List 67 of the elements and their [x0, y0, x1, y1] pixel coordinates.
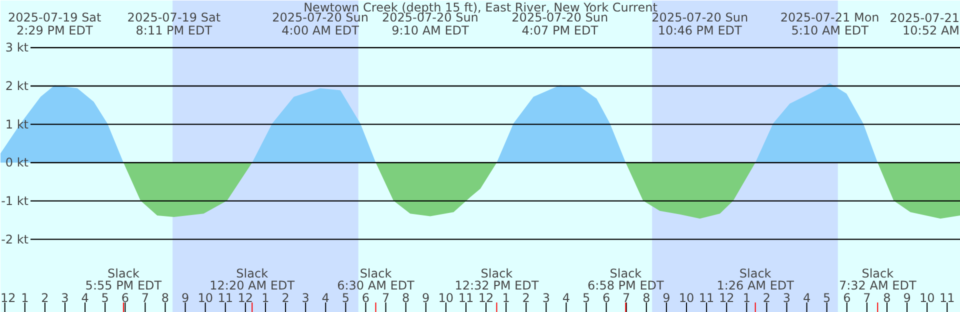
annotation: 2025-07-21 Mon 5:10 AM EDT [780, 10, 880, 38]
annotation: 2025-07-20 Sun 10:46 PM EDT [652, 10, 748, 38]
x-tick-label: 10 [678, 291, 694, 305]
x-tick-label: 4 [562, 291, 570, 305]
annotation: 2025-07-19 Sat 8:11 PM EDT [127, 10, 221, 38]
x-tick-label: 6 [362, 291, 370, 305]
x-tick-label: 12 [0, 291, 16, 305]
x-tick-label: 5 [342, 291, 350, 305]
annotation: Slack 7:32 AM EDT [838, 266, 917, 292]
x-tick-label: 3 [61, 291, 69, 305]
x-tick-label: 11 [698, 291, 714, 305]
annotation: Slack 1:26 AM EDT [716, 266, 795, 292]
x-tick-label: 10 [438, 291, 454, 305]
x-tick-label: 3 [782, 291, 791, 305]
x-tick-label: 2 [41, 291, 49, 305]
x-tick-label: 1 [742, 291, 750, 305]
x-tick-label: 1 [262, 291, 270, 305]
x-tick-label: 4 [322, 291, 330, 305]
x-tick-label: 11 [218, 291, 234, 305]
x-tick-label: 8 [402, 291, 410, 305]
x-tick-label: 7 [863, 291, 871, 305]
annotation: 2025-07-19 Sat 2:29 PM EDT [8, 10, 102, 38]
x-tick-label: 3 [302, 291, 310, 305]
annotation: 2025-07-21 10:52 AM [890, 11, 960, 38]
x-tick-label: 10 [919, 291, 935, 305]
x-tick-label: 1 [21, 291, 29, 305]
x-tick-label: 9 [903, 291, 911, 305]
annotation: Slack 6:58 PM EDT [588, 266, 665, 292]
x-tick-label: 2 [282, 291, 290, 305]
x-tick-label: 6 [121, 291, 129, 305]
x-tick-label: 2 [762, 291, 771, 305]
y-tick-label: -1 kt [1, 194, 29, 208]
y-tick-label: -2 kt [1, 232, 29, 246]
annotation: Slack 5:55 PM EDT [85, 266, 162, 292]
x-tick-label: 6 [843, 291, 851, 305]
y-tick-label: 3 kt [5, 40, 29, 55]
x-tick-label: 6 [602, 291, 610, 305]
annotation: Slack 12:32 PM EDT [454, 266, 540, 292]
x-tick-label: 1 [502, 291, 510, 305]
x-tick-label: 12 [478, 291, 494, 305]
annotation: Slack 12:20 AM EDT [210, 266, 296, 292]
x-tick-label: 2 [522, 291, 530, 305]
x-tick-label: 12 [238, 291, 254, 305]
x-tick-label: 9 [181, 291, 190, 305]
y-tick-label: 2 kt [5, 78, 29, 93]
x-tick-label: 4 [81, 291, 89, 305]
x-tick-label: 9 [422, 291, 430, 305]
x-tick-label: 10 [198, 291, 213, 305]
x-tick-label: 8 [883, 291, 891, 305]
x-tick-label: 7 [382, 291, 390, 305]
x-tick-label: 7 [622, 291, 630, 305]
x-tick-label: 3 [542, 291, 550, 305]
x-tick-label: 5 [823, 291, 831, 305]
annotation: Slack 6:30 AM EDT [337, 266, 416, 292]
x-tick-label: 5 [101, 291, 109, 305]
x-tick-label: 11 [458, 291, 474, 305]
x-tick-label: 7 [141, 291, 150, 305]
y-tick-label: 0 kt [5, 156, 29, 170]
y-tick-label: 1 kt [5, 117, 29, 132]
x-tick-label: 9 [662, 291, 670, 305]
x-tick-label: 8 [161, 291, 170, 305]
x-tick-label: 8 [642, 291, 650, 305]
x-tick-label: 5 [582, 291, 590, 305]
annotation: 2025-07-20 Sun 4:00 AM EDT [272, 10, 368, 38]
x-tick-label: 11 [940, 291, 955, 305]
x-tick-label: 12 [718, 291, 734, 305]
x-tick-label: 4 [802, 291, 811, 305]
